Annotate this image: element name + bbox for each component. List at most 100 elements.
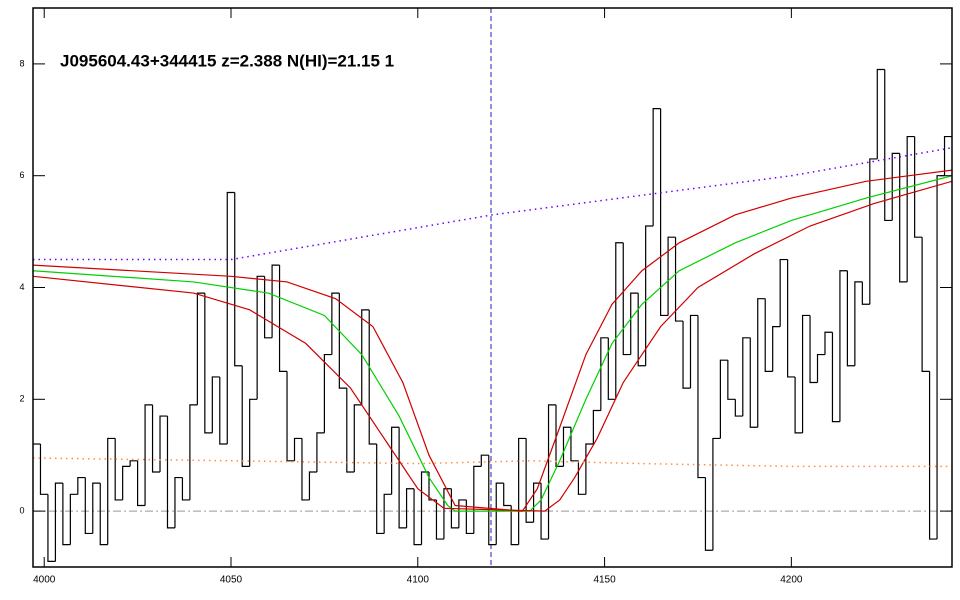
flux-bin <box>241 365 250 467</box>
flux-bin <box>682 321 691 389</box>
flux-bin <box>137 460 146 507</box>
flux-bin <box>293 437 302 461</box>
flux-bin <box>54 482 63 562</box>
flux-bin <box>764 298 773 372</box>
flux-bin <box>271 264 280 338</box>
flux-bin <box>77 476 86 495</box>
flux-bin <box>503 483 512 507</box>
flux-bin <box>226 191 235 445</box>
chart-title: J095604.43+344415 z=2.388 N(HI)=21.15 1 <box>60 51 394 70</box>
flux-bin <box>712 437 721 551</box>
flux-bin <box>428 471 437 501</box>
flux-bin <box>450 488 459 529</box>
flux-bin <box>622 242 631 356</box>
flux-bin <box>234 192 243 367</box>
flux-bin <box>809 315 818 384</box>
y-tick-label: 6 <box>19 170 24 180</box>
flux-bin <box>331 292 340 355</box>
flux-bin <box>84 477 93 535</box>
flux-bin <box>697 315 706 479</box>
flux-bin <box>839 270 848 422</box>
flux-bin <box>316 432 325 472</box>
flux-bin <box>181 477 190 501</box>
flux-bin <box>443 488 452 540</box>
flux-bin <box>518 437 527 545</box>
flux-bin <box>249 398 258 467</box>
flux-bin <box>278 265 288 372</box>
flux-bin <box>361 309 370 405</box>
flux-bin <box>107 437 116 545</box>
flux-bin <box>174 476 183 528</box>
flux-bin <box>884 69 893 222</box>
flux-bin <box>256 275 265 400</box>
flux-bin <box>495 482 504 545</box>
flux-bin <box>264 276 273 339</box>
flux-bin <box>667 236 676 316</box>
flux-bin <box>286 371 295 462</box>
flux-bin <box>921 237 930 372</box>
flux-bin <box>854 281 863 366</box>
flux-bin <box>645 225 654 366</box>
flux-bin <box>166 416 175 529</box>
flux-bin <box>585 443 594 495</box>
flux-bin <box>92 482 101 534</box>
flux-bin <box>62 483 71 546</box>
flux-bin <box>308 471 317 500</box>
flux-bin <box>353 404 362 472</box>
flux-bin <box>660 108 669 317</box>
flux-bin <box>637 293 646 367</box>
flux-bin <box>727 360 736 400</box>
flux-bin <box>391 426 400 495</box>
flux-bin <box>532 482 542 523</box>
flux-bin <box>458 499 467 528</box>
curve-error <box>33 457 952 468</box>
y-tick-label: 0 <box>19 505 24 515</box>
flux-bin <box>704 477 713 551</box>
x-tick-label: 4050 <box>220 575 243 586</box>
flux-bin <box>674 237 684 322</box>
flux-bin <box>144 404 153 506</box>
flux-bin <box>824 331 833 355</box>
flux-bin <box>846 270 855 367</box>
flux-bin <box>719 359 728 439</box>
x-tick-label: 4100 <box>407 575 430 586</box>
flux-bin <box>47 494 56 563</box>
flux-bin <box>906 135 915 282</box>
flux-bin <box>615 242 624 400</box>
flux-bin <box>876 68 885 159</box>
flux-bin <box>779 258 788 327</box>
flux-bin <box>435 499 444 540</box>
flux-bin <box>742 337 751 417</box>
flux-bin <box>607 337 616 400</box>
flux-bin <box>114 438 123 501</box>
flux-bin <box>69 493 78 545</box>
curve-model <box>33 175 952 512</box>
flux-bin <box>383 493 392 534</box>
curve-continuum <box>33 147 952 261</box>
flux-bin <box>480 454 489 467</box>
flux-bin <box>510 505 519 546</box>
curve-lower <box>33 180 952 512</box>
flux-bin <box>413 488 422 546</box>
flux-bin <box>555 404 564 467</box>
flux-bin <box>928 371 938 540</box>
flux-bin <box>338 293 347 389</box>
flux-bin <box>151 404 161 473</box>
flux-bin <box>652 108 661 227</box>
flux-bin <box>749 337 758 428</box>
flux-bin <box>943 135 952 176</box>
flux-bin <box>592 409 601 445</box>
flux-bin <box>405 488 415 528</box>
y-tick-label: 2 <box>19 394 24 404</box>
flux-bin <box>547 404 557 540</box>
flux-bin <box>630 292 639 355</box>
flux-bin <box>914 136 923 238</box>
flux-bin <box>189 404 198 500</box>
x-tick-label: 4150 <box>593 575 616 586</box>
flux-bin <box>488 455 497 546</box>
flux-bin <box>129 460 138 467</box>
flux-bin <box>816 353 825 383</box>
flux-bin <box>99 483 108 546</box>
